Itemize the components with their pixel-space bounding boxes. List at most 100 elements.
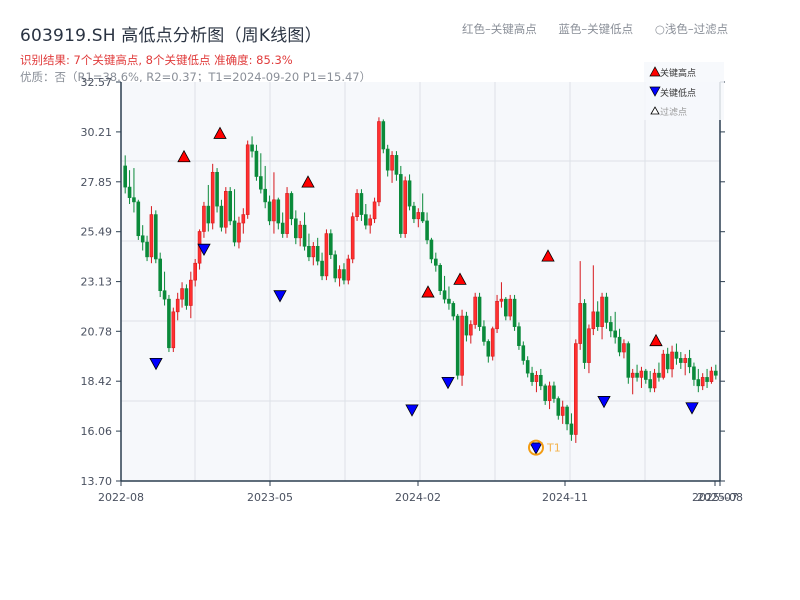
candle-down [556, 398, 561, 416]
candle-down [644, 370, 648, 380]
candle-down [250, 144, 254, 152]
candle-up [499, 298, 504, 302]
candle-up [639, 370, 644, 378]
key-low-marker-icon [441, 376, 455, 390]
candle-down [512, 298, 517, 327]
key-point-markers: T1 [149, 126, 699, 456]
x-tick-label: 2022-08 [98, 491, 144, 504]
candle-down [412, 205, 416, 220]
candle-down [145, 241, 149, 258]
candle-down [263, 188, 267, 203]
candle-down [206, 205, 211, 224]
candle-up [591, 311, 596, 330]
candle-up [495, 300, 499, 330]
candle-down [679, 358, 683, 363]
key-low-marker-icon [149, 357, 163, 371]
candle-down [158, 258, 162, 291]
candle-down [455, 315, 460, 376]
y-tick-label: 13.70 [81, 475, 113, 488]
candle-down [154, 214, 158, 260]
candle-down [539, 374, 543, 387]
candle-down [320, 260, 324, 277]
candle-up [189, 279, 193, 306]
candle-up [377, 121, 381, 203]
candle-down [464, 315, 469, 336]
candle-up [574, 343, 578, 435]
candle-down [674, 351, 679, 359]
candle-down [687, 358, 692, 368]
legend-low-triangle-icon [649, 86, 661, 97]
x-tick-label: 2025-07 [692, 491, 738, 504]
legend-blue-key-low: 蓝色–关键低点 [558, 22, 634, 36]
candle-up [652, 372, 657, 389]
key-low-marker-icon [405, 404, 419, 417]
candle-up [346, 258, 351, 281]
key-high-marker-icon [541, 249, 555, 262]
candle-down [232, 220, 237, 243]
candle-down [132, 197, 136, 203]
key-low-marker-icon [197, 243, 211, 257]
candle-down [407, 180, 412, 207]
candle-down [136, 201, 141, 237]
candle-up [210, 171, 215, 224]
candle-down [626, 343, 631, 378]
candle-up [587, 328, 591, 363]
candle-down [451, 303, 456, 317]
candle-down [425, 220, 429, 241]
candle-up [460, 315, 464, 376]
candle-up [241, 214, 246, 224]
y-tick-label: 27.85 [81, 176, 113, 189]
candle-up [368, 218, 372, 226]
candle-down [167, 298, 171, 349]
quality-summary: 优质：否（R1=38.6%, R2=0.37；T1=2024-09-20 P1=… [20, 70, 372, 84]
candle-up [180, 288, 184, 300]
candle-up [372, 201, 377, 220]
candle-down [552, 385, 556, 399]
candle-down [127, 186, 132, 198]
candle-down [609, 322, 613, 332]
candle-down [613, 330, 617, 338]
candle-down [359, 193, 364, 215]
candle-up [175, 298, 180, 313]
candle-down [254, 150, 259, 177]
legend-filtered-triangle-icon [650, 106, 660, 115]
legend-red-key-high: 红色–关键高点 [462, 22, 537, 36]
key-high-marker-icon [453, 272, 467, 285]
x-tick-label: 2023-05 [247, 491, 293, 504]
candle-up [622, 343, 626, 353]
candle-down [162, 290, 167, 300]
x-tick-label: 2024-11 [542, 491, 588, 504]
t1-label: T1 [546, 442, 561, 455]
candle-down [434, 258, 438, 266]
candle-up [709, 370, 714, 382]
candle-down [517, 326, 521, 346]
candle-up [224, 191, 228, 228]
candle-down [482, 326, 486, 342]
candle-down [705, 377, 709, 382]
candle-down [692, 366, 696, 380]
candle-up [237, 222, 241, 243]
candle-down [289, 193, 294, 220]
x-tick-labels: 2022-08 2023-05 2024-02 2024-11 2025-072025-… [98, 481, 743, 504]
candle-down [657, 372, 661, 378]
x-tick-label: 2024-02 [395, 491, 441, 504]
candle-down [394, 155, 399, 175]
candle-up [355, 193, 359, 217]
candle-down [582, 303, 587, 363]
candle-up [149, 214, 154, 258]
candle-up [390, 155, 394, 171]
key-high-marker-icon [301, 175, 315, 188]
candle-down [617, 336, 622, 353]
candle-down [315, 245, 320, 262]
candle-down [307, 245, 311, 258]
y-tick-label: 30.21 [81, 126, 113, 139]
candles [123, 117, 718, 443]
candle-down [228, 191, 232, 222]
candle-down [438, 265, 442, 291]
candle-up [311, 245, 316, 258]
candle-up [661, 353, 666, 378]
candle-down [420, 212, 425, 222]
y-tick-label: 25.49 [81, 226, 113, 239]
candle-up [473, 296, 477, 325]
